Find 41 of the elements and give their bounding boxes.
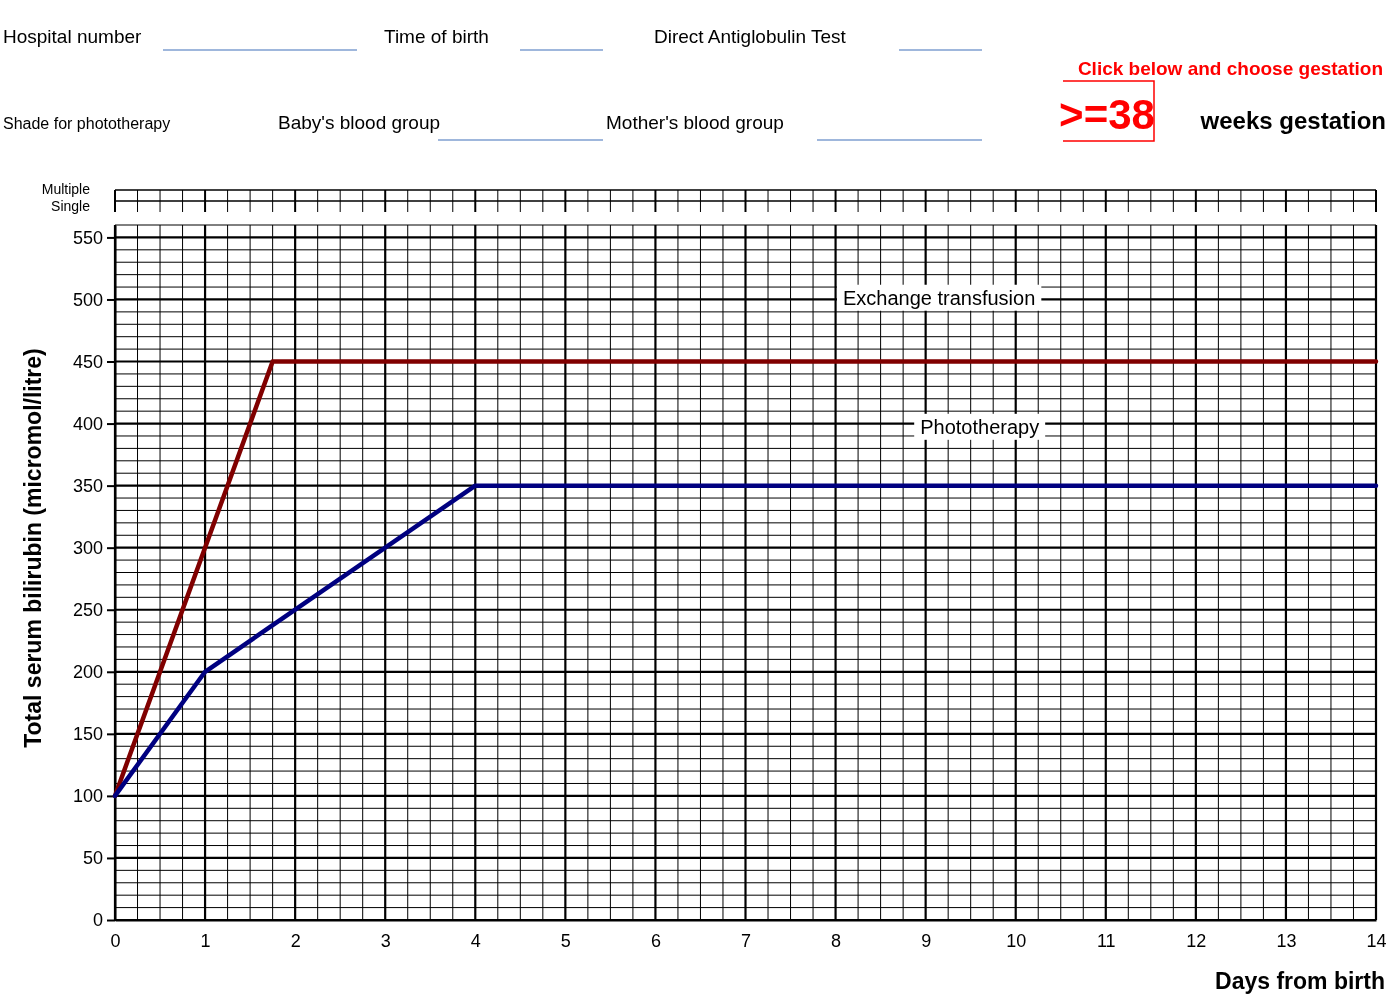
x-tick-label: 14	[1366, 930, 1387, 951]
y-axis-title: Total serum bilirubin (micromol/litre)	[20, 348, 46, 748]
text: Phototherapy	[920, 415, 1040, 438]
x-tick-label: 6	[650, 930, 661, 951]
x-tick-label: 7	[740, 930, 752, 951]
text: Hospital number	[3, 26, 143, 47]
y-tick-label: 50	[82, 848, 103, 869]
text: Exchange transfusion	[842, 286, 1036, 309]
text: weeks gestation	[1199, 107, 1386, 134]
x-tick-label: 5	[560, 930, 571, 951]
text: Baby's blood group	[278, 112, 441, 133]
text: Click below and choose gestation	[1077, 58, 1383, 79]
y-tick-label: 150	[72, 724, 103, 745]
y-tick-label: 500	[72, 289, 103, 310]
x-axis-title: Days from birth	[1215, 968, 1385, 994]
x-tick-label: 8	[831, 930, 842, 951]
x-tick-label: 12	[1186, 930, 1207, 951]
y-tick-label: 200	[72, 662, 103, 683]
y-tick-label: 250	[72, 599, 103, 620]
x-tick-label: 13	[1276, 930, 1297, 951]
text: Shade for phototherapy	[3, 115, 171, 132]
x-tick-label: 0	[110, 930, 121, 951]
y-tick-label: 100	[72, 786, 103, 807]
y-tick-label: 450	[72, 351, 103, 372]
x-tick-label: 10	[1006, 930, 1027, 951]
text: Mother's blood group	[606, 112, 784, 133]
x-tick-label: 1	[200, 930, 211, 951]
x-tick-label: 2	[290, 930, 301, 951]
y-tick-label: 350	[72, 475, 103, 496]
x-tick-label: 4	[470, 930, 481, 951]
text: Single	[51, 198, 91, 214]
y-tick-label: 550	[72, 227, 103, 248]
text: Time of birth	[384, 26, 489, 47]
x-tick-label: 11	[1096, 930, 1116, 951]
text: Multiple	[41, 181, 91, 197]
x-tick-label: 3	[380, 930, 391, 951]
x-tick-label: 9	[921, 930, 932, 951]
y-tick-label: 400	[72, 413, 103, 434]
y-tick-label: 0	[92, 910, 103, 931]
y-tick-label: 300	[72, 537, 103, 558]
text: Direct Antiglobulin Test	[654, 26, 847, 47]
